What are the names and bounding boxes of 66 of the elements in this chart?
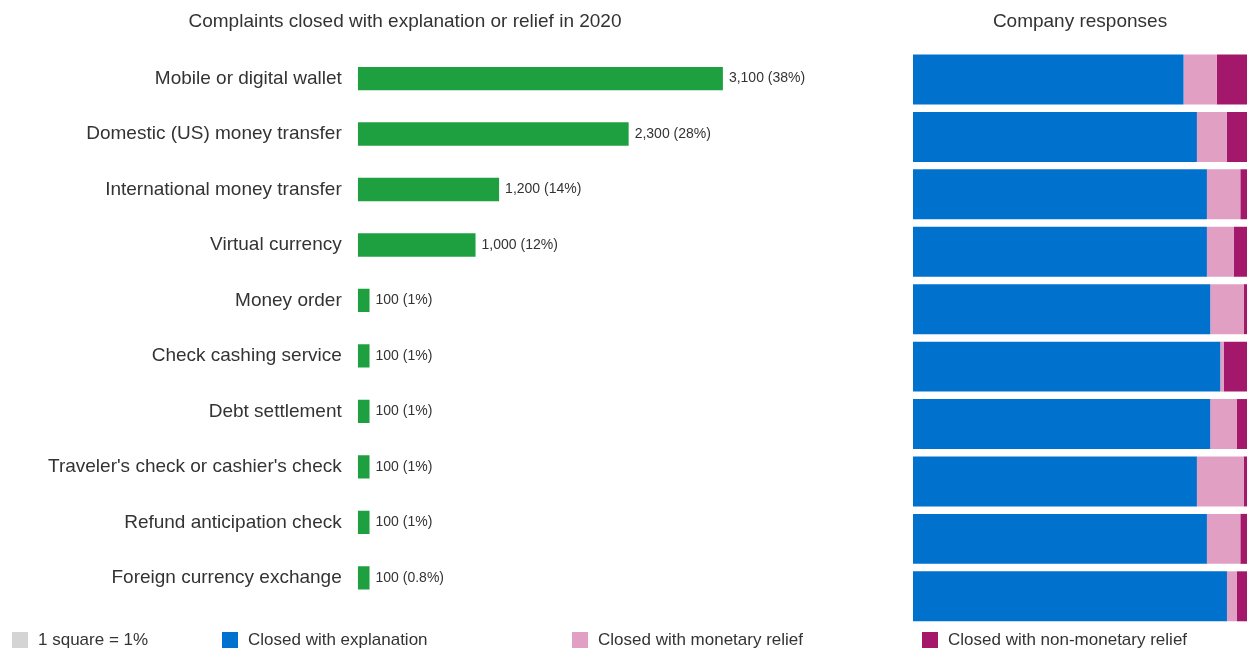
data-label: 1,200 (14%) xyxy=(505,180,582,197)
bar xyxy=(1233,226,1247,277)
data-label: 100 (1%) xyxy=(375,402,433,419)
bar xyxy=(1226,111,1247,162)
bar xyxy=(357,344,370,368)
chart-title: Complaints closed with explanation or relief in 2020 xyxy=(188,9,622,31)
bar xyxy=(913,341,1221,392)
y-tick-label: Debt settlement xyxy=(208,399,343,421)
data-label: 100 (1%) xyxy=(375,513,433,530)
bar xyxy=(1196,111,1227,162)
bar xyxy=(357,122,629,146)
data-label: 100 (1%) xyxy=(375,291,433,308)
bar xyxy=(1210,399,1237,450)
bar xyxy=(1240,169,1247,220)
data-label: 100 (1%) xyxy=(375,457,433,474)
bar xyxy=(1206,513,1241,564)
bar xyxy=(913,513,1207,564)
bar xyxy=(1236,571,1247,622)
bar xyxy=(1220,341,1224,392)
bar xyxy=(1206,226,1234,277)
bar xyxy=(1210,284,1244,335)
data-label: 100 (0.8%) xyxy=(375,568,445,585)
bar xyxy=(1243,456,1247,507)
y-tick-label: Money order xyxy=(235,288,343,310)
bar xyxy=(1223,341,1247,392)
bar xyxy=(357,177,500,202)
y-tick-label: Foreign currency exchange xyxy=(111,566,342,588)
y-tick-label: Check cashing service xyxy=(151,344,342,366)
y-tick-label: Traveler's check or cashier's check xyxy=(47,455,343,477)
data-label: 2,300 (28%) xyxy=(634,124,711,141)
bar xyxy=(1216,54,1247,105)
bar xyxy=(913,456,1197,507)
y-tick-label: Virtual currency xyxy=(210,233,343,255)
bar xyxy=(913,571,1227,622)
data-label: 1,000 (12%) xyxy=(481,235,558,252)
bar xyxy=(1196,456,1244,507)
bar xyxy=(1243,284,1247,335)
bar xyxy=(1183,54,1217,105)
legend-label: Closed with non-monetary relief xyxy=(948,630,1188,650)
bar xyxy=(1240,513,1247,564)
bar xyxy=(913,111,1197,162)
data-label: 100 (1%) xyxy=(375,346,433,363)
y-tick-label: Mobile or digital wallet xyxy=(154,66,343,88)
bar xyxy=(357,233,476,257)
chart-title: Company responses xyxy=(992,9,1168,31)
bar xyxy=(913,399,1211,450)
bar xyxy=(913,54,1184,105)
y-tick-label: Domestic (US) money transfer xyxy=(86,122,343,144)
bar xyxy=(913,284,1211,335)
bar xyxy=(913,169,1207,220)
legend-label: Closed with explanation xyxy=(248,630,428,650)
bar xyxy=(1226,571,1237,622)
bar xyxy=(357,510,370,535)
y-tick-label: International money transfer xyxy=(105,177,343,199)
bar xyxy=(913,226,1207,277)
bar xyxy=(357,455,370,479)
text: 1 square = 1% xyxy=(38,630,149,650)
bar xyxy=(357,288,370,313)
bar xyxy=(357,399,370,424)
bar xyxy=(1206,169,1241,220)
y-tick-label: Refund anticipation check xyxy=(124,510,343,532)
legend-label: Closed with monetary relief xyxy=(598,630,804,650)
bar xyxy=(1236,399,1247,450)
bar xyxy=(357,66,723,91)
data-label: 3,100 (38%) xyxy=(728,69,806,86)
bar xyxy=(357,566,370,590)
